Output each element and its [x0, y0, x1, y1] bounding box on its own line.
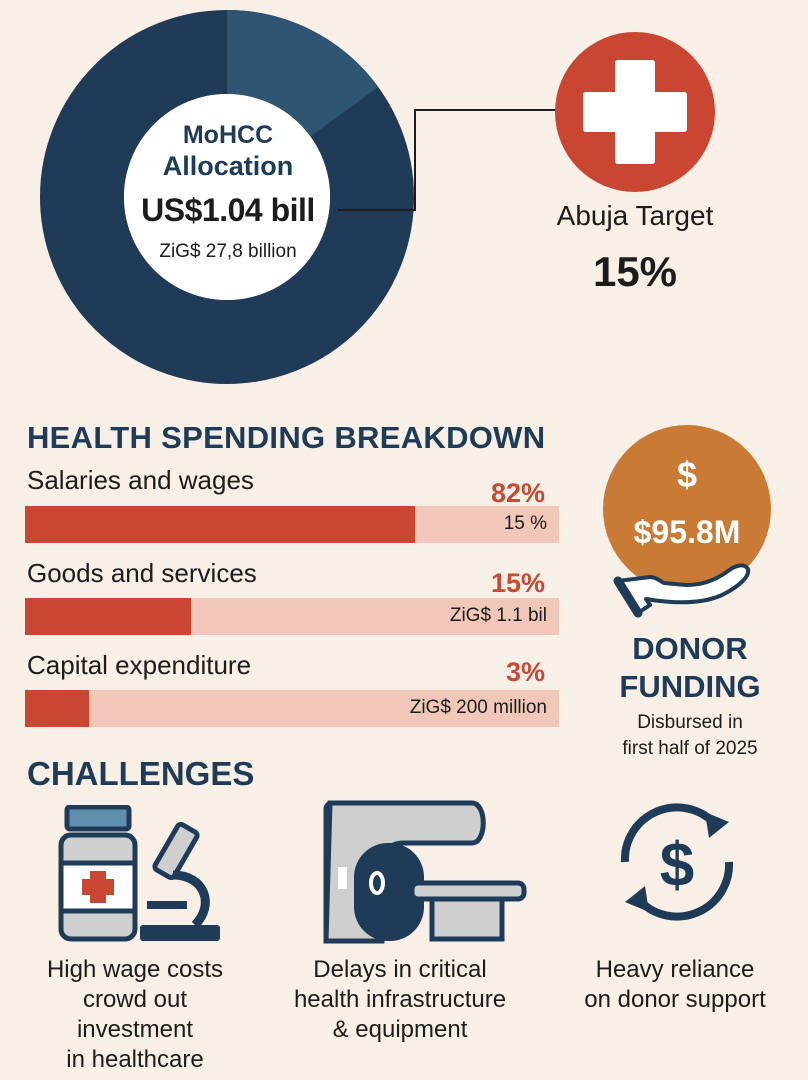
donut-hole	[124, 94, 330, 300]
row-pct-salaries: 82%	[490, 478, 545, 508]
connector-line	[338, 109, 558, 211]
allocation-line1: MoHCC	[182, 121, 274, 149]
donor-amount: $95.8M	[634, 514, 741, 550]
challenge-2-line-2: health infrastructure	[293, 986, 507, 1013]
row-label-capital: Capital expenditure	[27, 650, 252, 680]
donor-title-line1: DONOR	[632, 631, 748, 666]
allocation-zig: ZiG$ 27,8 billion	[159, 241, 297, 262]
svg-text:$: $	[660, 831, 694, 900]
challenge-3-line-1: Heavy reliance	[595, 956, 755, 983]
row-label-salaries: Salaries and wages	[27, 465, 254, 495]
challenge-2-line-1: Delays in critical	[313, 956, 487, 983]
abuja-label: Abuja Target	[556, 200, 714, 231]
health-cross-icon	[555, 32, 715, 192]
bar-goods: ZiG$ 1.1 bil	[25, 598, 559, 635]
medical-equipment-icon	[323, 800, 527, 944]
bar-fill-salaries	[25, 506, 415, 543]
bar-capital: ZiG$ 200 million	[25, 690, 559, 727]
challenge-text-2: Delays in critical health infrastructure…	[265, 955, 535, 1045]
allocation-line2: Allocation	[162, 151, 294, 181]
donor-cycle-icon: $	[620, 803, 734, 921]
medicine-microscope-icon	[58, 805, 220, 942]
challenge-text-1: High wage costs crowd out investment in …	[5, 955, 265, 1075]
bar-note-capital: ZiG$ 200 million	[409, 697, 547, 718]
challenge-2-line-3: & equipment	[332, 1016, 468, 1043]
row-pct-capital: 3%	[505, 657, 545, 687]
donor-sub-line2: first half of 2025	[622, 738, 758, 759]
bar-salaries: 15 %	[25, 506, 559, 543]
challenge-1-line-3: investment	[76, 1016, 194, 1043]
donor-title: DONOR FUNDING	[590, 630, 790, 706]
abuja-value: 15%	[592, 248, 678, 295]
challenges-title: CHALLENGES	[27, 755, 255, 792]
allocation-donut	[40, 10, 414, 384]
challenge-1-line-4: in healthcare	[66, 1046, 204, 1073]
donor-sub-line1: Disbursed in	[637, 712, 743, 733]
bar-note-goods: ZiG$ 1.1 bil	[449, 605, 547, 626]
donor-symbol: $	[677, 454, 697, 495]
challenge-3-line-2: on donor support	[584, 986, 766, 1013]
row-pct-goods: 15%	[490, 568, 545, 598]
allocation-text: MoHCC Allocation US$1.04 bill ZiG$ 27,8 …	[138, 120, 318, 266]
bar-fill-capital	[25, 690, 90, 727]
bar-fill-goods	[25, 598, 191, 635]
bar-note-salaries: 15 %	[503, 513, 547, 534]
donor-hand-icon	[613, 563, 751, 618]
donut-slice	[225, 10, 379, 138]
challenge-1-line-1: High wage costs	[46, 956, 224, 983]
donor-subtitle: Disbursed in first half of 2025	[590, 710, 790, 762]
breakdown-title: HEALTH SPENDING BREAKDOWN	[27, 420, 546, 455]
allocation-amount: US$1.04 bill	[141, 192, 315, 228]
donor-title-line2: FUNDING	[619, 669, 761, 704]
challenge-text-3: Heavy reliance on donor support	[545, 955, 805, 1015]
challenge-1-line-2: crowd out	[82, 986, 188, 1013]
row-label-goods: Goods and services	[27, 558, 257, 588]
donor-coin-icon: $ $95.8M	[603, 425, 771, 593]
